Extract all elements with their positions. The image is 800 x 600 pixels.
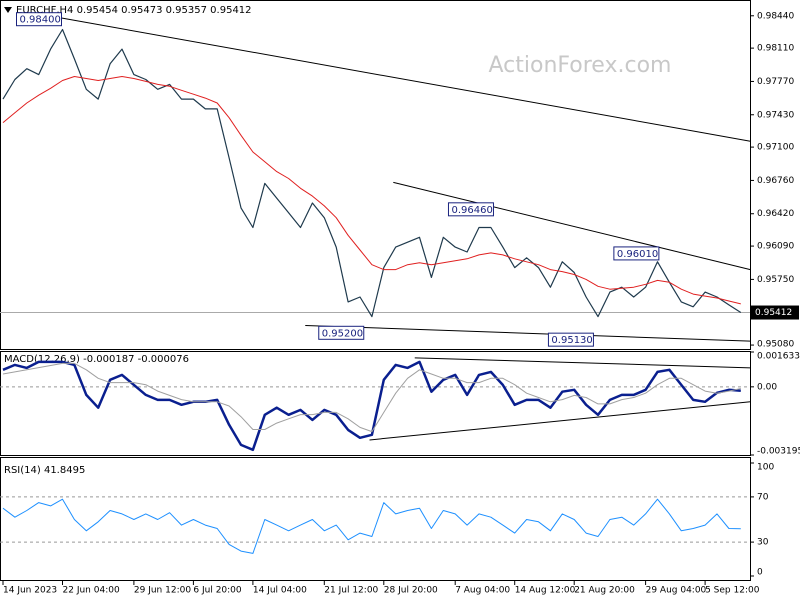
price-label: 0.96460 xyxy=(451,205,492,216)
series-line xyxy=(2,360,741,452)
y-tick-label: 0.97770 xyxy=(757,77,794,87)
price-panel xyxy=(0,0,751,350)
price-label: 0.96010 xyxy=(617,249,658,260)
x-tick-label: 21 Jul 12:00 xyxy=(324,586,378,596)
x-tick-label: 21 Aug 20:00 xyxy=(574,586,635,596)
last-price-box xyxy=(751,305,799,320)
series-line xyxy=(2,498,741,554)
price-label-box xyxy=(547,332,594,347)
y-tick-label: 0.96760 xyxy=(757,176,794,186)
x-tick-label: 22 Jun 04:00 xyxy=(63,586,120,596)
trendline xyxy=(369,401,751,441)
series-line xyxy=(2,76,741,305)
y-tick-label: 0.97100 xyxy=(757,143,794,153)
rsi-panel xyxy=(0,457,751,581)
y-tick-label: 0.96420 xyxy=(757,209,794,219)
panel-title: RSI(14) 41.8495 xyxy=(4,465,85,476)
x-tick-label: 6 Jul 20:00 xyxy=(193,586,242,596)
panel-title: EURCHF,H4 0.95454 0.95473 0.95357 0.9541… xyxy=(16,5,252,16)
price-label: 0.95200 xyxy=(322,328,363,339)
series-line xyxy=(2,362,741,433)
x-tick-label: 7 Aug 04:00 xyxy=(455,586,510,596)
y-tick-label: 0 xyxy=(757,568,763,578)
y-tick-label: 0.95080 xyxy=(757,340,794,350)
y-tick-label: -0.003195 xyxy=(757,447,800,457)
x-tick-label: 5 Sep 12:00 xyxy=(705,586,760,596)
price-label-box xyxy=(447,202,494,217)
symbol-icon xyxy=(4,7,12,13)
trendline xyxy=(60,17,751,142)
y-tick-label: 0.96090 xyxy=(757,242,794,252)
trendline xyxy=(393,181,751,271)
panel-title: MACD(12,26,9) -0.000187 -0.000076 xyxy=(4,354,189,365)
x-tick-label: 14 Aug 12:00 xyxy=(515,586,576,596)
last-price-label: 0.95412 xyxy=(755,308,792,318)
watermark: ActionForex.com xyxy=(489,53,672,78)
x-tick-label: 14 Jul 04:00 xyxy=(253,586,307,596)
y-tick-label: 100 xyxy=(757,463,774,473)
x-tick-label: 29 Aug 04:00 xyxy=(646,586,707,596)
x-tick-label: 14 Jun 2023 xyxy=(3,586,57,596)
price-label-box xyxy=(16,12,62,27)
y-tick-label: 0.00 xyxy=(757,382,777,392)
y-tick-label: 70 xyxy=(757,492,769,502)
y-tick-label: 0.98440 xyxy=(757,11,794,21)
trendline xyxy=(414,357,751,369)
price-label-box xyxy=(318,325,365,340)
x-tick-label: 28 Jul 20:00 xyxy=(384,586,438,596)
x-tick-label: 29 Jun 12:00 xyxy=(134,586,191,596)
y-tick-label: 0.001633 xyxy=(757,352,800,362)
price-label: 0.95130 xyxy=(551,335,592,346)
price-label: 0.98400 xyxy=(20,15,61,26)
trendline xyxy=(305,324,751,342)
y-tick-label: 0.97430 xyxy=(757,110,794,120)
y-tick-label: 0.95750 xyxy=(757,275,794,285)
macd-panel xyxy=(0,351,751,456)
price-label-box xyxy=(613,246,660,261)
y-tick-label: 30 xyxy=(757,538,769,548)
y-tick-label: 0.98110 xyxy=(757,44,794,54)
